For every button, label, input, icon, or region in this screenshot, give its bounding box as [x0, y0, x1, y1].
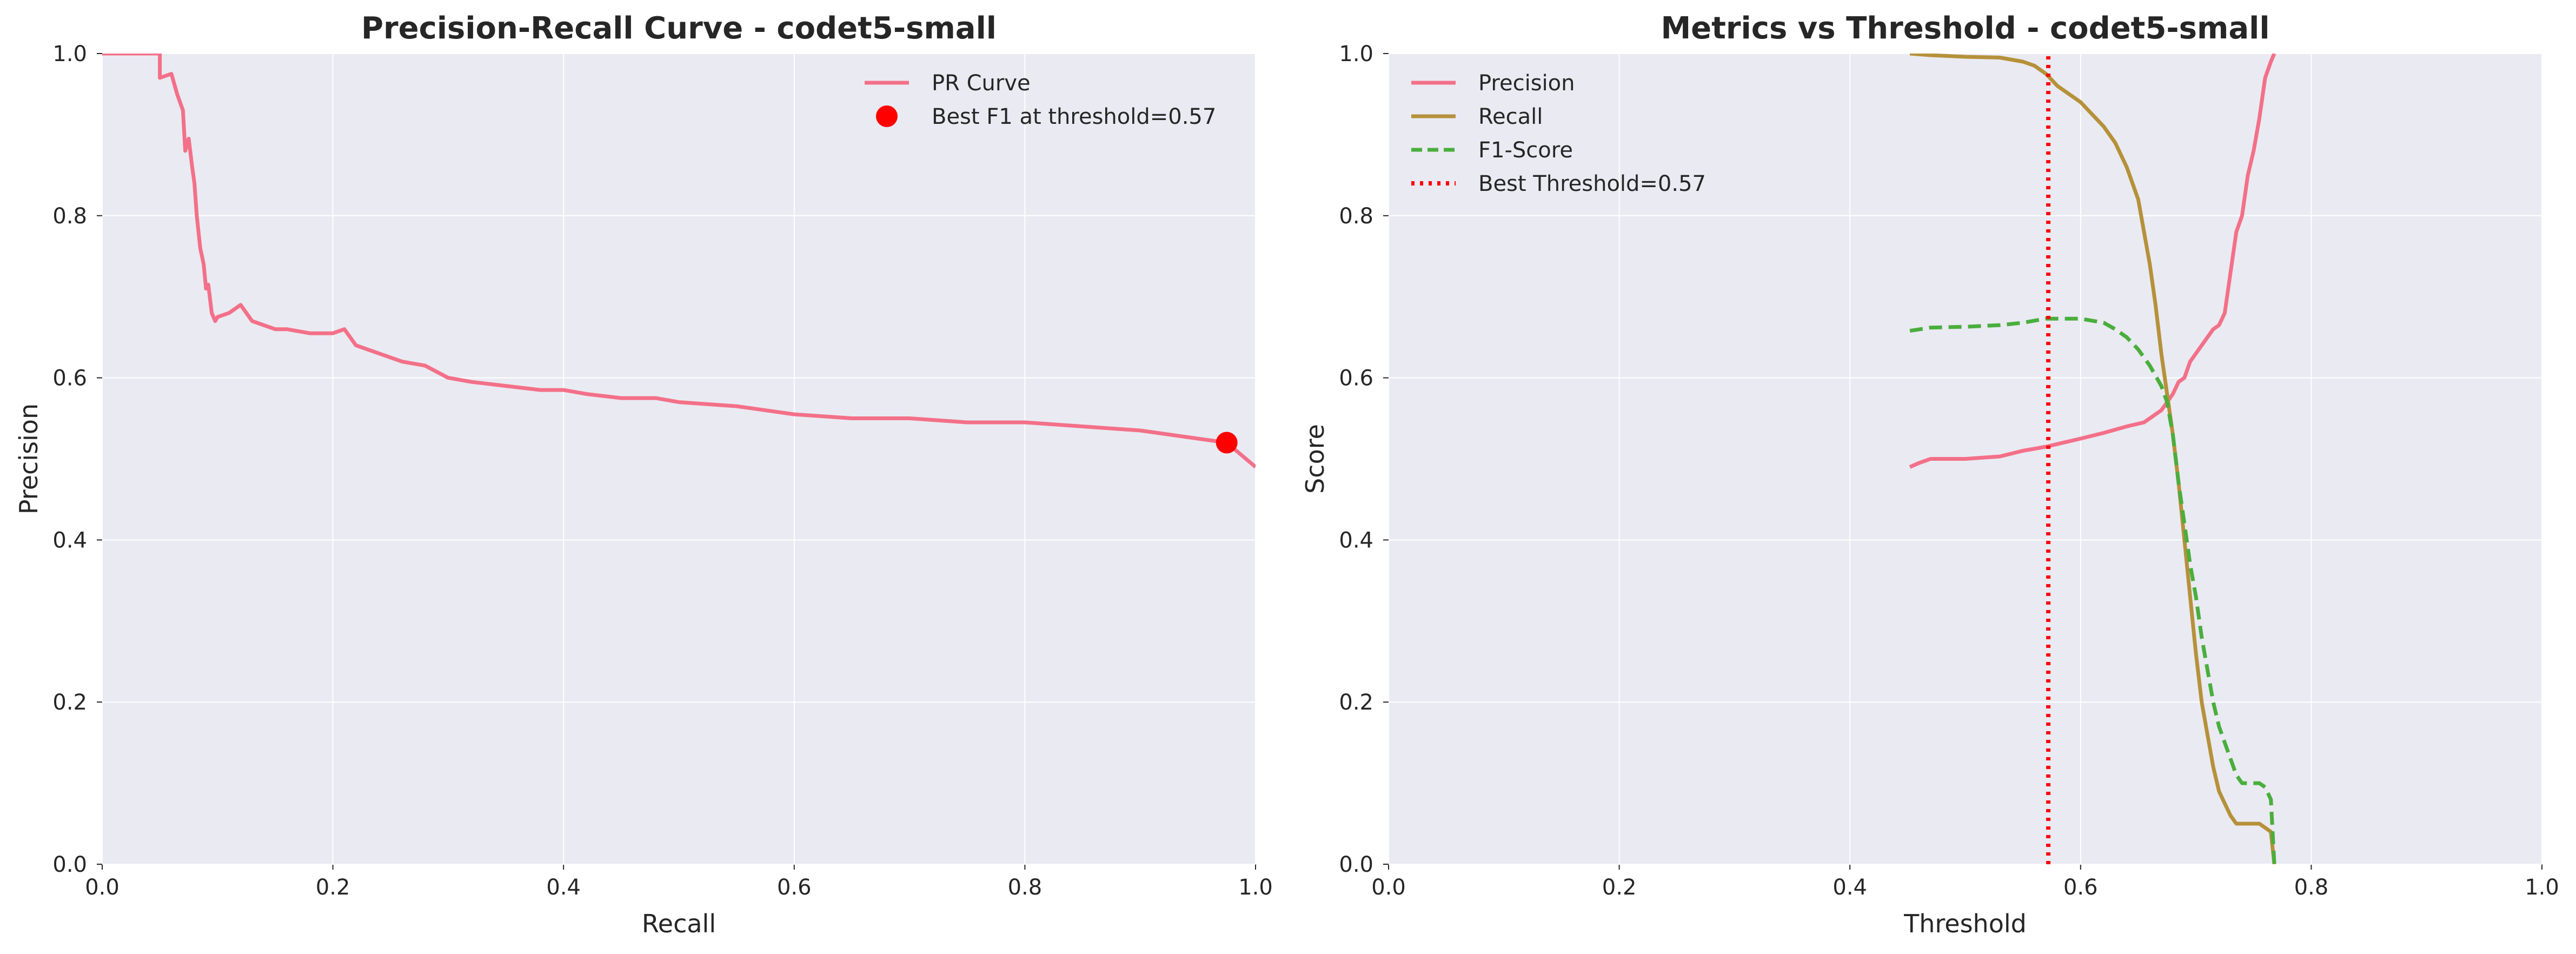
- plot-area-background: [102, 54, 1256, 864]
- y-tick-label: 1.0: [1339, 42, 1373, 67]
- legend-label: Best F1 at threshold=0.57: [932, 104, 1216, 129]
- x-tick-label: 0.2: [316, 875, 350, 900]
- legend-label: PR Curve: [932, 71, 1031, 96]
- legend: Precision Recall F1-Score Best Threshold=0.…: [1411, 71, 1706, 196]
- legend: PR Curve Best F1 at threshold=0.57: [865, 71, 1216, 129]
- x-tick-label: 0.4: [1833, 875, 1867, 900]
- x-tick-label: 1.0: [1238, 875, 1273, 900]
- legend-marker-swatch: [876, 105, 898, 127]
- y-tick-label: 0.2: [52, 690, 87, 715]
- legend-label: Precision: [1478, 71, 1575, 96]
- y-axis-label: Score: [1300, 424, 1330, 494]
- legend-label: F1-Score: [1478, 138, 1573, 163]
- x-tick-label: 0.0: [1371, 875, 1406, 900]
- series-line-f1-score: [1909, 316, 2276, 864]
- series-line-recall: [1909, 54, 2276, 864]
- y-tick-label: 0.0: [52, 852, 87, 877]
- x-tick-label: 0.6: [777, 875, 812, 900]
- x-tick-label: 0.8: [1008, 875, 1043, 900]
- chart-title: Metrics vs Threshold - codet5-small: [1661, 11, 2269, 46]
- chart-title: Precision-Recall Curve - codet5-small: [361, 11, 997, 46]
- y-tick-label: 0.4: [1339, 528, 1373, 553]
- x-axis-label: Threshold: [1903, 909, 2027, 938]
- y-tick-label: 0.0: [1339, 852, 1373, 877]
- legend-label: Best Threshold=0.57: [1478, 171, 1706, 196]
- x-tick-label: 0.8: [2294, 875, 2329, 900]
- y-axis-label: Precision: [14, 403, 43, 514]
- series-line-precision: [1909, 54, 2276, 469]
- y-tick-label: 0.6: [52, 366, 87, 391]
- series-line-pr-curve: [102, 54, 1256, 469]
- x-tick-label: 0.2: [1602, 875, 1637, 900]
- x-tick-label: 1.0: [2525, 875, 2559, 900]
- x-tick-label: 0.4: [546, 875, 581, 900]
- y-tick-label: 0.2: [1339, 690, 1373, 715]
- y-tick-label: 0.6: [1339, 366, 1373, 391]
- y-tick-label: 0.4: [52, 528, 87, 553]
- y-tick-label: 1.0: [52, 42, 87, 67]
- x-tick-label: 0.0: [85, 875, 119, 900]
- legend-label: Recall: [1478, 104, 1543, 129]
- chart-panel-1: 0.0 0.2 0.4 0.6 0.8 1.0 0.0 0.2 0.4 0.6 0.8 1.0 Prec…: [14, 11, 1273, 938]
- best-f1-marker: [1216, 432, 1238, 454]
- y-tick-label: 0.8: [52, 204, 87, 229]
- x-axis-label: Recall: [642, 909, 716, 938]
- chart-panel-2: 0.0 0.2 0.4 0.6 0.8 1.0 0.0 0.2 0.4 0.6 0.8 1.0 Metr…: [1300, 11, 2559, 938]
- x-tick-label: 0.6: [2063, 875, 2098, 900]
- y-tick-label: 0.8: [1339, 204, 1373, 229]
